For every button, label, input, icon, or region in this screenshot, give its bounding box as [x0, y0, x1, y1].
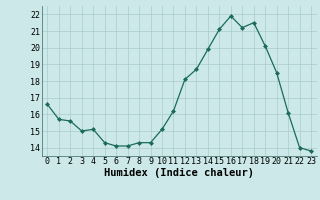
- X-axis label: Humidex (Indice chaleur): Humidex (Indice chaleur): [104, 168, 254, 178]
